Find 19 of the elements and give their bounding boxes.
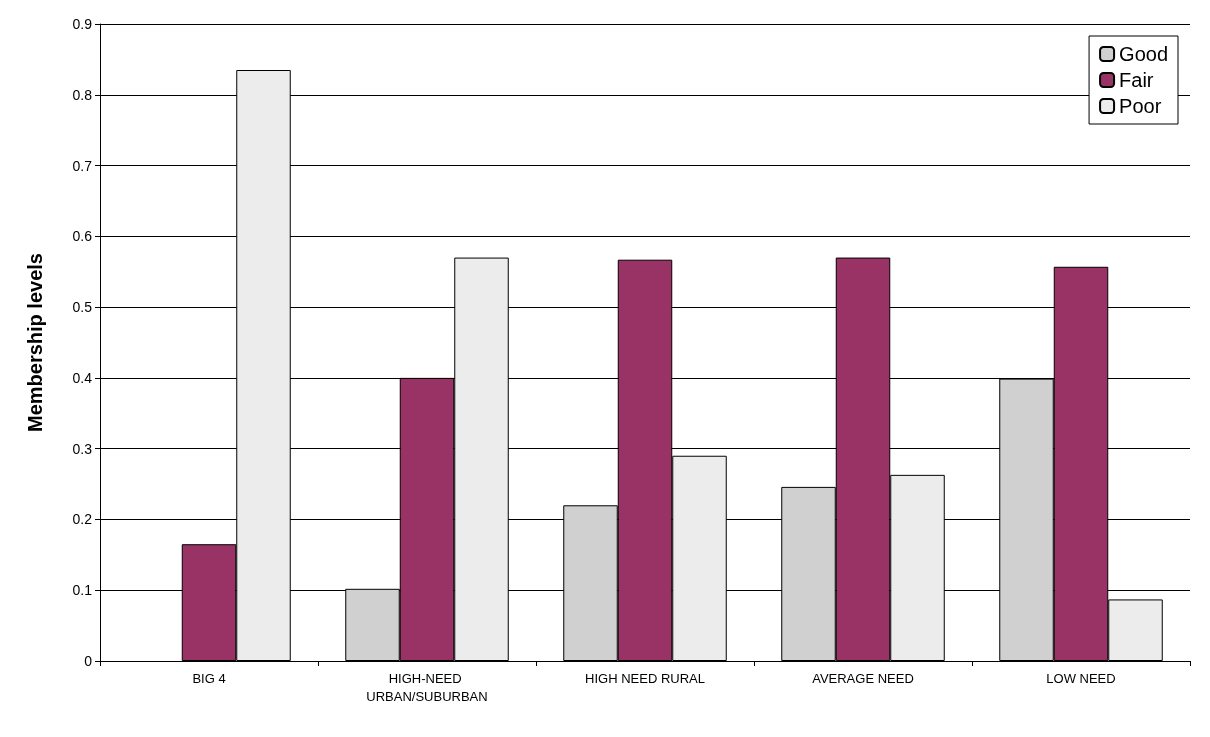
x-tick-label: AVERAGE NEED xyxy=(812,670,914,686)
x-tick-label: LOW NEED xyxy=(1046,670,1116,686)
legend-label: Good xyxy=(1119,43,1169,65)
y-tick-label: 0 xyxy=(84,653,93,669)
legend-label: Fair xyxy=(1119,69,1154,91)
x-tick-label: HIGH-NEED URBAN/SUBURBAN xyxy=(366,670,488,704)
y-tick-label: 0.5 xyxy=(72,299,93,316)
legend-label: Poor xyxy=(1119,95,1162,117)
y-tick-label: 0.3 xyxy=(72,440,93,457)
y-tick-label: 0.1 xyxy=(72,582,93,599)
y-tick-label: 0.9 xyxy=(72,16,93,32)
y-tick-label: 0.6 xyxy=(72,228,93,245)
x-tick-label: BIG 4 xyxy=(192,670,226,686)
y-tick-label: 0.8 xyxy=(72,86,93,103)
x-tick-label: HIGH NEED RURAL xyxy=(585,670,705,686)
y-tick-label: 0.7 xyxy=(72,157,93,174)
y-tick-label: 0.2 xyxy=(72,511,93,528)
y-axis-title: Membership levels xyxy=(24,253,46,432)
y-tick-label: 0.4 xyxy=(72,369,93,386)
